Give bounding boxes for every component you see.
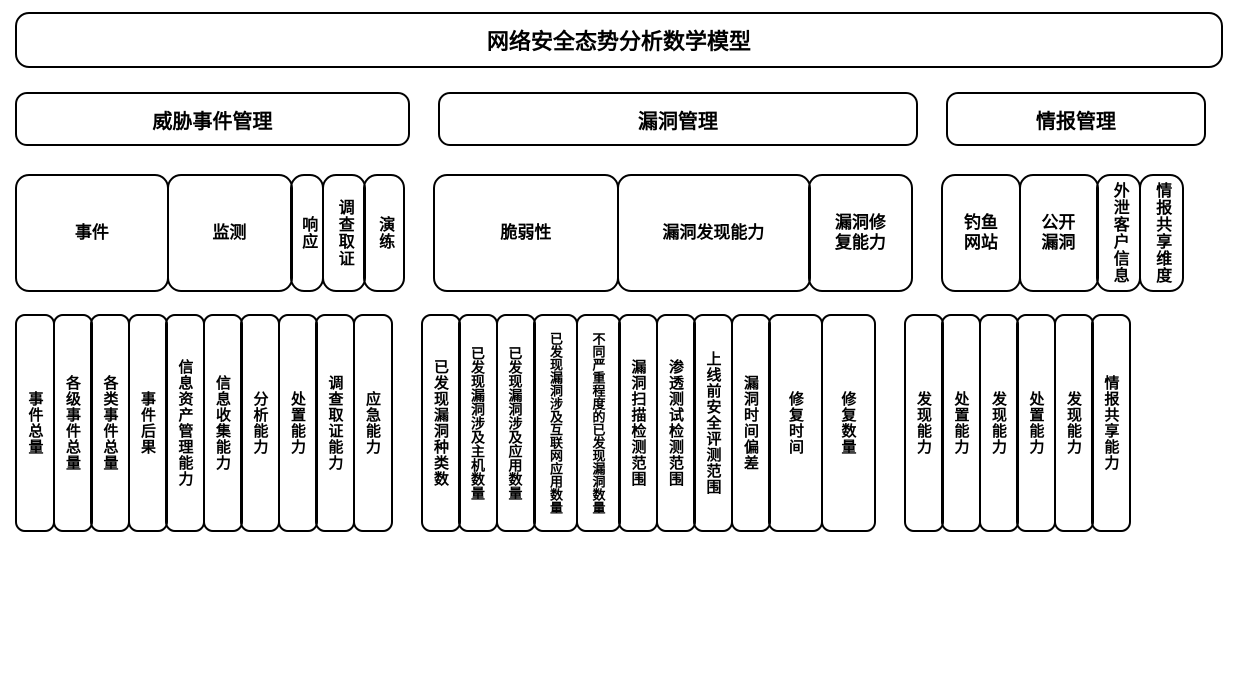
leaf-box: 调查取证能力 xyxy=(315,314,355,532)
section-box: 情报管理 xyxy=(946,92,1206,146)
diagram-title: 网络安全态势分析数学模型 xyxy=(15,12,1223,68)
mid-box: 脆弱性 xyxy=(433,174,619,292)
leaf-box: 事件后果 xyxy=(128,314,168,532)
row-leaves: 事件总量各级事件总量各类事件总量事件后果信息资产管理能力信息收集能力分析能力处置… xyxy=(15,314,1223,532)
leaf-box: 上线前安全评测范围 xyxy=(693,314,733,532)
mid-box: 事件 xyxy=(15,174,169,292)
leaf-box: 已发现漏洞种类数 xyxy=(421,314,461,532)
mid-box: 情报共享维度 xyxy=(1139,174,1184,292)
row-mid: 事件监测响应调查取证演练脆弱性漏洞发现能力漏洞修复能力钓鱼网站公开漏洞外泄客户信… xyxy=(15,174,1223,292)
mid-box: 钓鱼网站 xyxy=(941,174,1021,292)
leaf-box: 发现能力 xyxy=(1054,314,1094,532)
leaf-box: 分析能力 xyxy=(240,314,280,532)
leaf-box: 发现能力 xyxy=(979,314,1019,532)
leaf-box: 已发现漏洞涉及应用数量 xyxy=(496,314,536,532)
hierarchy-diagram: 网络安全态势分析数学模型威胁事件管理漏洞管理情报管理事件监测响应调查取证演练脆弱… xyxy=(15,12,1223,532)
leaf-box: 信息资产管理能力 xyxy=(165,314,205,532)
mid-box: 监测 xyxy=(167,174,293,292)
leaf-box: 修复数量 xyxy=(821,314,876,532)
leaf-box: 已发现漏洞涉及主机数量 xyxy=(458,314,498,532)
leaf-box: 各级事件总量 xyxy=(53,314,93,532)
leaf-box: 信息收集能力 xyxy=(203,314,243,532)
leaf-box: 修复时间 xyxy=(768,314,823,532)
section-box: 威胁事件管理 xyxy=(15,92,410,146)
mid-box: 演练 xyxy=(363,174,405,292)
mid-box: 漏洞修复能力 xyxy=(808,174,913,292)
leaf-box: 处置能力 xyxy=(1016,314,1056,532)
section-box: 漏洞管理 xyxy=(438,92,918,146)
row-sections: 威胁事件管理漏洞管理情报管理 xyxy=(15,92,1223,146)
leaf-box: 处置能力 xyxy=(278,314,318,532)
leaf-box: 应急能力 xyxy=(353,314,393,532)
leaf-box: 各类事件总量 xyxy=(90,314,130,532)
mid-box: 外泄客户信息 xyxy=(1096,174,1141,292)
leaf-box: 漏洞时间偏差 xyxy=(731,314,771,532)
mid-box: 漏洞发现能力 xyxy=(617,174,811,292)
leaf-box: 不同严重程度的已发现漏洞数量 xyxy=(576,314,621,532)
leaf-box: 已发现漏洞涉及互联网应用数量 xyxy=(533,314,578,532)
leaf-box: 漏洞扫描检测范围 xyxy=(618,314,658,532)
leaf-box: 情报共享能力 xyxy=(1091,314,1131,532)
mid-box: 公开漏洞 xyxy=(1019,174,1099,292)
mid-box: 响应 xyxy=(290,174,324,292)
leaf-box: 事件总量 xyxy=(15,314,55,532)
leaf-box: 发现能力 xyxy=(904,314,944,532)
leaf-box: 处置能力 xyxy=(941,314,981,532)
leaf-box: 渗透测试检测范围 xyxy=(656,314,696,532)
mid-box: 调查取证 xyxy=(322,174,366,292)
